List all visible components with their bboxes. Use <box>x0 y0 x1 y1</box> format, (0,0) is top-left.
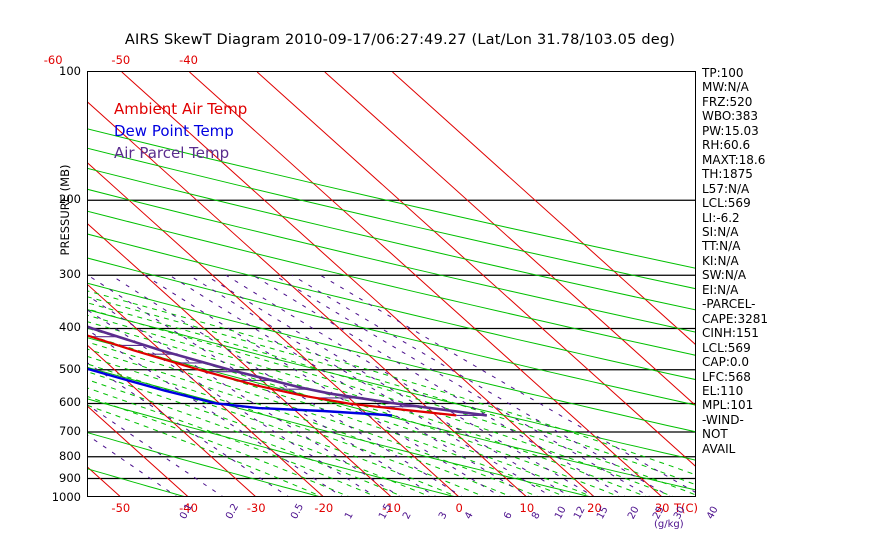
param-wbo-383: WBO:383 <box>702 109 759 124</box>
pressure-tick-800: 800 <box>59 448 81 463</box>
sounding-curves <box>88 325 487 417</box>
background-grid <box>88 72 695 496</box>
legend-item-2: Air Parcel Temp <box>114 144 230 162</box>
bottom-temp-tick-10: 10 <box>519 501 535 515</box>
pressure-tick-600: 600 <box>59 395 81 410</box>
param-rh-60-6: RH:60.6 <box>702 138 751 153</box>
mixing-ratio-tick-10: 10 <box>552 504 569 522</box>
pressure-tick-200: 200 <box>59 192 81 207</box>
parameter-panel: TP:100 MW:N/A FRZ:520 WBO:383 PW:15.03 RH:60.… <box>702 66 862 456</box>
y-axis-label: PRESSURE (MB) <box>58 164 72 256</box>
mixing-ratio-tick-8: 8 <box>530 510 543 522</box>
mixing-ratio-tick-1.5: 1.5 <box>376 501 394 522</box>
param-not: NOT <box>702 427 728 442</box>
param-th-1875: TH:1875 <box>702 167 753 182</box>
param-mpl-101: MPL:101 <box>702 398 754 413</box>
pressure-tick-500: 500 <box>59 361 81 376</box>
mixing-ratio-tick-0.5: 0.5 <box>289 501 307 522</box>
skewt-plot <box>87 71 696 497</box>
bottom-temp-tick-20: 20 <box>587 501 602 515</box>
bottom-temp-tick--30: -30 <box>246 501 266 515</box>
top-temp-tick--60: -60 <box>43 53 63 67</box>
mixing-ratio-tick-20: 20 <box>626 504 643 522</box>
mixing-ratio-tick-0.2: 0.2 <box>223 501 241 522</box>
bottom-temp-tick-0: 0 <box>455 501 463 515</box>
bottom-temp-tick--50: -50 <box>111 501 131 515</box>
param-li-6-2: LI:-6.2 <box>702 210 740 225</box>
param-frz-520: FRZ:520 <box>702 94 753 109</box>
bottom-temp-tick--20: -20 <box>314 501 334 515</box>
mixing-ratio-tick-6: 6 <box>501 510 515 522</box>
pressure-tick-1000: 1000 <box>51 490 81 504</box>
mixing-ratio-tick-1: 1 <box>343 510 356 522</box>
top-temp-tick--50: -50 <box>111 53 131 67</box>
pressure-tick-300: 300 <box>59 267 81 282</box>
bottom-temp-tick--10: -10 <box>382 501 401 515</box>
mixing-ratio-axis-unit: (g/kg) <box>654 519 684 530</box>
param-lcl-569: LCL:569 <box>702 340 751 355</box>
param-tp-100: TP:100 <box>702 66 744 80</box>
param-parcel: -PARCEL- <box>702 297 756 312</box>
param-avail: AVAIL <box>702 441 736 456</box>
param-maxt-18-6: MAXT:18.6 <box>702 152 766 167</box>
param-si-n-a: SI:N/A <box>702 224 739 239</box>
bottom-temp-tick-30: 30 <box>654 501 670 515</box>
pressure-tick-900: 900 <box>59 470 81 485</box>
param-ei-n-a: EI:N/A <box>702 282 739 297</box>
pressure-tick-400: 400 <box>59 320 81 335</box>
param-lfc-568: LFC:568 <box>702 369 751 384</box>
plot-clip-area <box>88 72 695 496</box>
page-title: AIRS SkewT Diagram 2010-09-17/06:27:49.2… <box>124 32 676 48</box>
mixing-ratio-tick-40: 40 <box>704 504 721 522</box>
mixing-ratio-tick-4: 4 <box>463 510 477 522</box>
pressure-tick-100: 100 <box>59 64 81 78</box>
legend-item-0: Ambient Air Temp <box>114 100 248 118</box>
param-pw-15-03: PW:15.03 <box>702 123 759 138</box>
param-tt-n-a: TT:N/A <box>702 239 741 254</box>
temp-axis-unit: T(C) <box>674 501 699 515</box>
pressure-tick-700: 700 <box>59 424 81 438</box>
mixing-ratio-tick-2: 2 <box>401 510 414 522</box>
legend-item-1: Dew Point Temp <box>114 122 234 140</box>
param-sw-n-a: SW:N/A <box>702 268 747 283</box>
mixing-ratio-tick-12: 12 <box>571 504 588 522</box>
mixing-ratio-tick-3: 3 <box>436 510 450 522</box>
param-cap-0-0: CAP:0.0 <box>702 355 749 370</box>
param-l57-n-a: L57:N/A <box>702 181 750 196</box>
param-wind: -WIND- <box>702 412 744 427</box>
param-el-110: EL:110 <box>702 383 744 398</box>
param-cinh-151: CINH:151 <box>702 326 759 341</box>
top-temp-tick--40: -40 <box>179 53 198 67</box>
param-cape-3281: CAPE:3281 <box>702 311 768 326</box>
bottom-temp-tick--40: -40 <box>179 501 198 515</box>
param-mw-n-a: MW:N/A <box>702 80 749 95</box>
param-ki-n-a: KI:N/A <box>702 253 739 268</box>
param-lcl-569: LCL:569 <box>702 196 751 211</box>
